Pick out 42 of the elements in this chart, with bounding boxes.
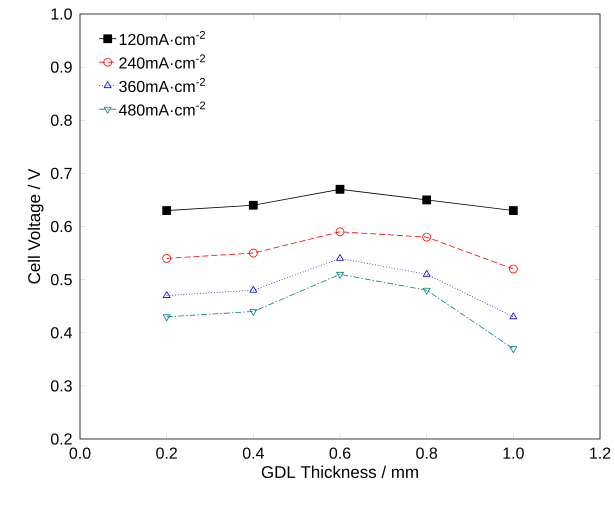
x-tick-label: 1.2 (590, 448, 610, 459)
point (249, 309, 258, 316)
point (508, 206, 518, 215)
point (162, 314, 171, 322)
y-tick-label: 0.4 (50, 327, 72, 338)
x-tick-label: 0.4 (242, 448, 264, 459)
point (162, 291, 171, 298)
point (422, 196, 432, 204)
y-tick-label: 0.3 (50, 380, 72, 392)
point (336, 184, 344, 194)
point (509, 312, 518, 320)
y-tick-label: 0.7 (50, 168, 72, 180)
y-tick-label: 1.0 (52, 8, 72, 20)
y-tick-label: 0.5 (50, 274, 72, 286)
y-tick-label: 0.6 (50, 220, 72, 232)
legend-label: 360mA·cm$^{-2}$ (119, 78, 206, 92)
y-tick-label: 0.9 (50, 61, 72, 73)
x-tick-label: 0.0 (70, 448, 90, 459)
point (248, 248, 258, 258)
x-tick-label: 0.6 (330, 448, 350, 459)
x-tick-label: 1.0 (503, 448, 524, 459)
x-tick-label: 0.8 (416, 448, 438, 459)
point (248, 200, 258, 210)
legend-label: 480mA·cm$^{-2}$ (118, 101, 206, 116)
point (336, 272, 344, 279)
point (508, 264, 518, 274)
point (422, 270, 431, 277)
point (422, 288, 431, 295)
y-tick-label: 0.8 (50, 114, 72, 126)
y-tick-label: 0.2 (50, 433, 72, 445)
legend-label: 240mA·cm$^{-2}$ (119, 54, 206, 69)
legend-label: 120mA·cm$^{-2}$ (120, 30, 206, 46)
point (336, 227, 344, 236)
point (336, 254, 344, 261)
point (509, 346, 518, 354)
x-tick-label: 0.2 (156, 448, 177, 459)
point (162, 206, 172, 215)
point (162, 254, 172, 263)
point (249, 286, 258, 293)
x-axis-title: GDL Thickness / mm (262, 466, 418, 478)
point (422, 232, 432, 242)
y-axis-title: Cell Voltage / V (28, 168, 44, 284)
